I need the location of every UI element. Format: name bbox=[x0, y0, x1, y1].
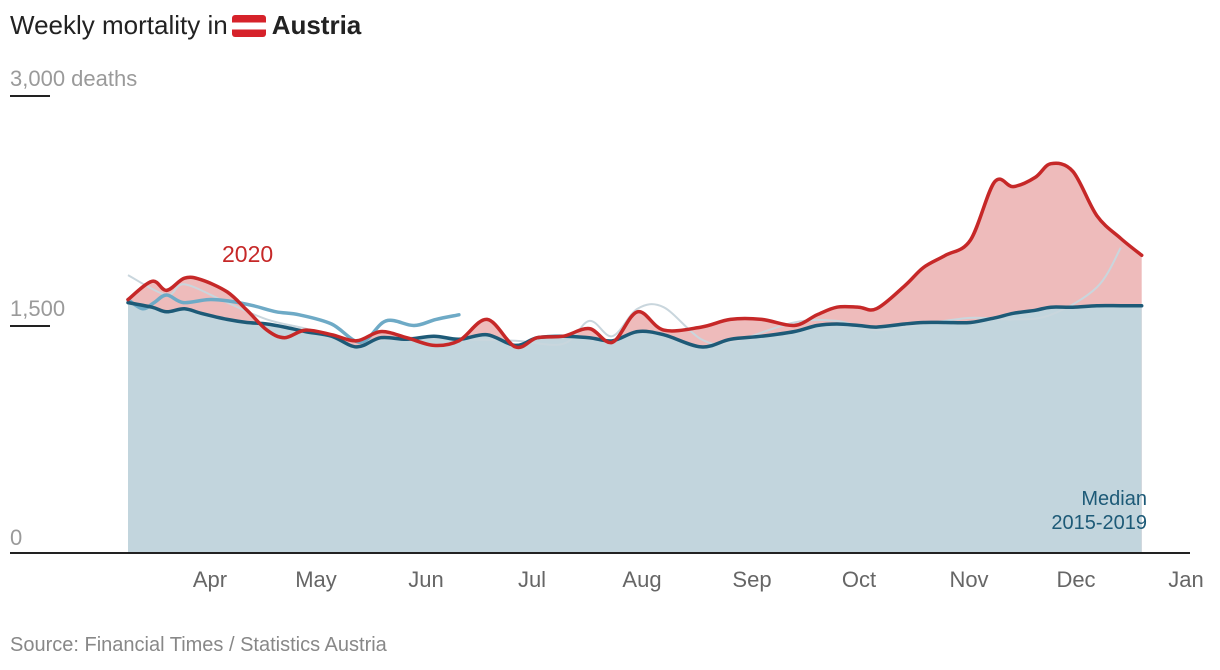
x-tick-label-sep: Sep bbox=[732, 567, 772, 592]
title-prefix: Weekly mortality in bbox=[10, 10, 228, 40]
line-2021 bbox=[126, 293, 461, 345]
annotation-median: Median 2015-2019 bbox=[1051, 487, 1147, 535]
x-tick-label-dec: Dec bbox=[1056, 567, 1096, 592]
area-median bbox=[128, 302, 1142, 553]
x-tick-label-jun: Jun bbox=[408, 567, 444, 592]
y-tick-mark-3000 bbox=[10, 95, 50, 97]
source-note: Source: Financial Times / Statistics Aus… bbox=[10, 634, 387, 656]
x-tick-label-jan: Jan bbox=[1168, 567, 1204, 592]
line-2020 bbox=[126, 161, 1144, 350]
y-tick-label-0: 0 bbox=[10, 525, 23, 550]
title-country: Austria bbox=[271, 10, 362, 40]
austria-flag-icon bbox=[231, 15, 266, 37]
annotation-median-line2: 2015-2019 bbox=[1051, 512, 1147, 534]
y-tick-label-1500: 1,500 bbox=[10, 296, 66, 321]
y-tick-label-3000: 3,000 deaths bbox=[10, 66, 138, 91]
chart-title: Weekly mortality in Austria bbox=[10, 10, 361, 41]
line-median-2015-2019 bbox=[126, 300, 1144, 349]
x-tick-label-aug: Aug bbox=[622, 567, 662, 592]
x-tick-label-may: May bbox=[295, 567, 337, 592]
x-tick-label-apr: Apr bbox=[192, 567, 228, 592]
annotation-2020: 2020 bbox=[222, 241, 274, 267]
x-tick-label-oct: Oct bbox=[841, 567, 877, 592]
y-tick-mark-1500 bbox=[10, 325, 50, 327]
annotation-median-line1: Median bbox=[1081, 488, 1147, 510]
x-tick-label-nov: Nov bbox=[949, 567, 989, 592]
x-tick-label-jul: Jul bbox=[517, 567, 547, 592]
